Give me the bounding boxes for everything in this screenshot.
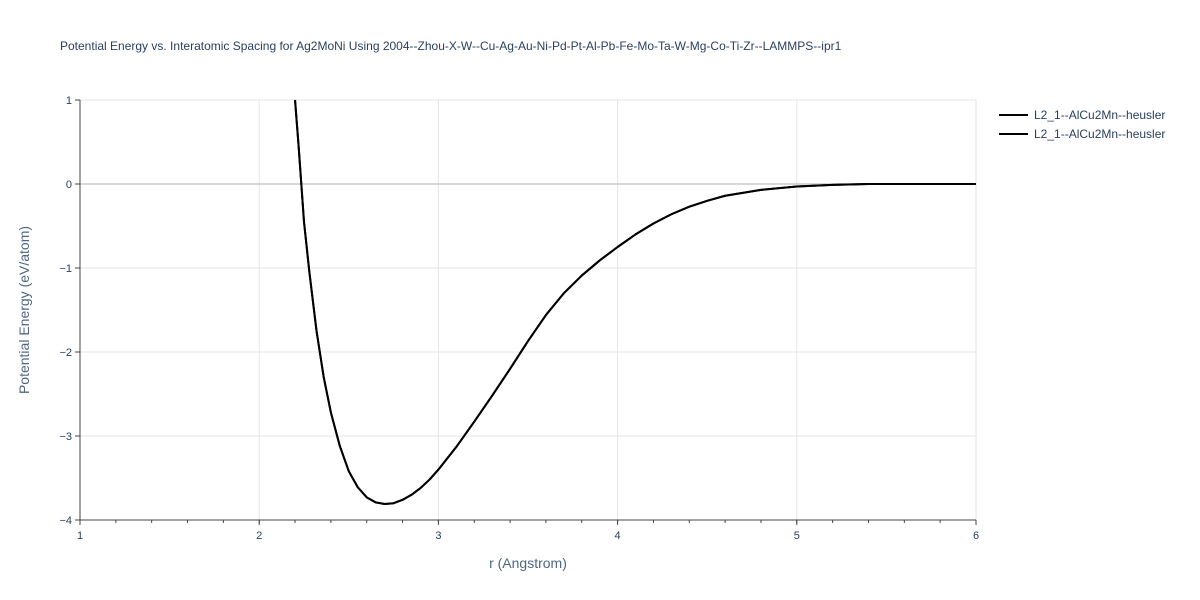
series-line [294,100,976,506]
y-ticks: 1 0 −1 −2 −3 −4 [59,95,80,527]
x-tick-label: 3 [435,530,441,542]
x-ticks: 1 2 3 4 5 6 [77,520,979,542]
legend-item[interactable]: L2_1--AlCu2Mn--heusler [999,127,1165,141]
y-tick-label: 0 [66,179,72,191]
x-axis-title: r (Angstrom) [489,555,567,571]
series-line [294,100,976,506]
legend-label: L2_1--AlCu2Mn--heusler [1034,127,1165,141]
legend[interactable]: L2_1--AlCu2Mn--heusler L2_1--AlCu2Mn--heu… [999,108,1165,141]
x-tick-label: 4 [615,530,621,542]
y-tick-label: −2 [59,347,72,359]
plot-area [294,100,976,506]
y-tick-label: −3 [59,431,72,443]
x-tick-label: 6 [973,530,979,542]
chart-title: Potential Energy vs. Interatomic Spacing… [60,39,842,53]
axes [79,100,976,521]
y-tick-label: −4 [59,515,72,527]
y-tick-label: −1 [59,263,72,275]
y-tick-label: 1 [66,95,72,107]
legend-label: L2_1--AlCu2Mn--heusler [1034,108,1165,122]
x-tick-label: 5 [794,530,800,542]
legend-item[interactable]: L2_1--AlCu2Mn--heusler [999,108,1165,122]
x-tick-label: 1 [77,530,83,542]
x-tick-label: 2 [256,530,262,542]
grid [80,99,977,520]
y-axis-title: Potential Energy (eV/atom) [16,226,32,394]
